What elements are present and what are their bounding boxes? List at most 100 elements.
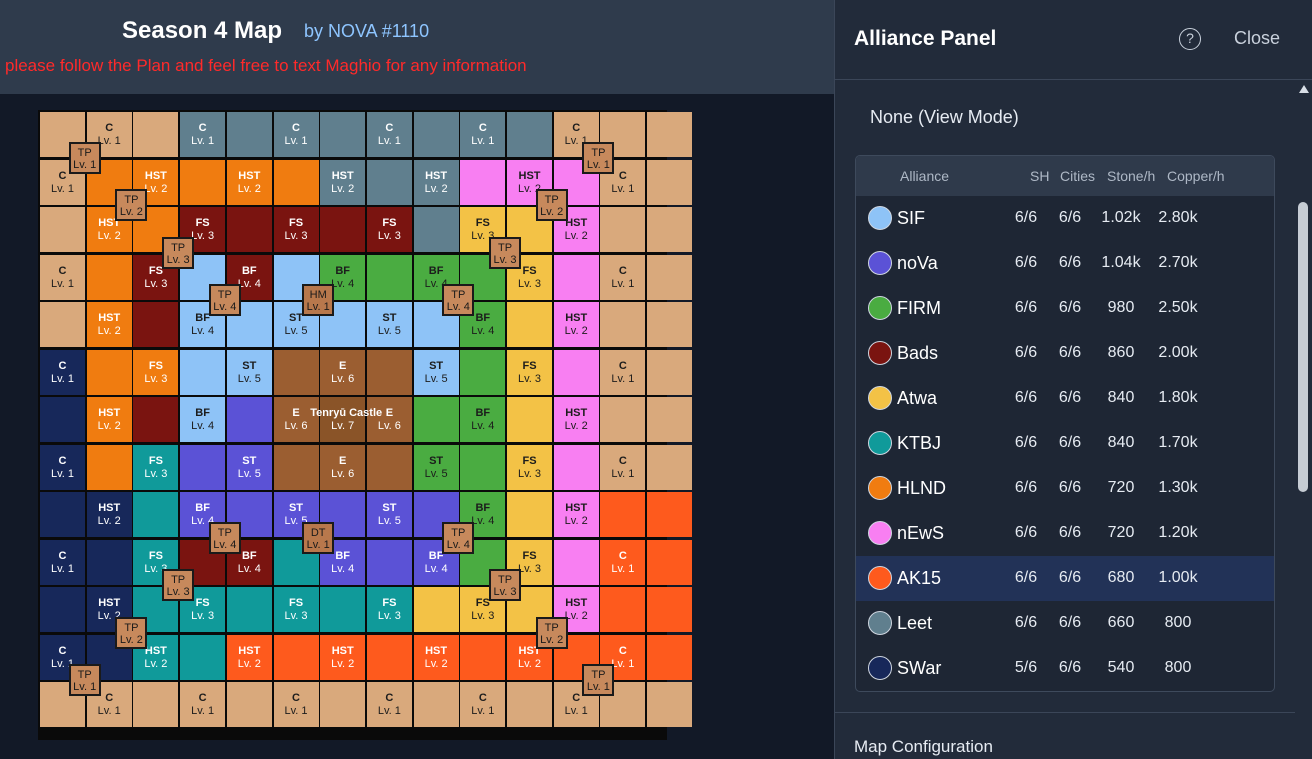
map-tile[interactable] [86, 397, 132, 443]
alliance-row[interactable]: Atwa 6/6 6/6 840 1.80k [856, 376, 1274, 421]
help-icon[interactable]: ? [1179, 28, 1201, 50]
map-tile[interactable] [226, 112, 272, 158]
map-tile[interactable] [460, 112, 506, 158]
map-tile[interactable] [460, 444, 506, 490]
map-tile[interactable] [226, 587, 272, 633]
map-tile[interactable] [647, 302, 693, 348]
map-tile[interactable] [40, 444, 85, 490]
alliance-row[interactable]: FIRM 6/6 6/6 980 2.50k [856, 286, 1274, 331]
scroll-up-icon[interactable] [1299, 85, 1309, 93]
season-map[interactable]: C Lv. 1 C Lv. 1 C Lv. 1 C Lv. 1 C Lv. 1 C Lv. 1 C Lv.… [38, 110, 693, 740]
map-tile[interactable] [413, 349, 459, 395]
map-tile[interactable] [40, 302, 85, 348]
map-marker-tp[interactable]: TP Lv. 2 [535, 189, 568, 221]
map-marker-tp[interactable]: TP Lv. 4 [442, 284, 475, 316]
map-tile[interactable] [40, 207, 85, 253]
map-tile[interactable] [273, 159, 319, 205]
map-tile[interactable] [460, 349, 506, 395]
map-tile[interactable] [180, 634, 226, 680]
map-tile[interactable] [600, 302, 646, 348]
map-tile[interactable] [413, 397, 459, 443]
map-tile[interactable] [133, 444, 179, 490]
map-tile[interactable] [133, 492, 179, 538]
map-tile[interactable] [507, 302, 552, 348]
map-tile[interactable] [366, 397, 412, 443]
col-cities[interactable]: Cities [1060, 168, 1096, 184]
map-tile[interactable] [180, 112, 226, 158]
map-tile[interactable] [133, 682, 179, 728]
map-tile[interactable] [86, 444, 132, 490]
panel-scrollbar[interactable] [1296, 82, 1312, 759]
map-tile[interactable] [600, 397, 646, 443]
map-tile[interactable] [40, 254, 85, 300]
map-tile[interactable] [320, 159, 366, 205]
map-tile[interactable] [366, 539, 412, 585]
map-tile[interactable] [180, 349, 226, 395]
map-tile[interactable] [647, 254, 693, 300]
map-tile[interactable] [273, 634, 319, 680]
map-tile[interactable] [647, 444, 693, 490]
map-tile[interactable] [366, 587, 412, 633]
alliance-row[interactable]: SIF 6/6 6/6 1.02k 2.80k [856, 196, 1274, 241]
map-tile[interactable] [553, 349, 599, 395]
map-tile[interactable] [507, 112, 552, 158]
map-tile[interactable] [40, 587, 85, 633]
map-marker-tp[interactable]: TP Lv. 2 [115, 616, 148, 649]
map-tile[interactable] [180, 444, 226, 490]
map-tile[interactable] [460, 682, 506, 728]
map-tile[interactable] [647, 634, 693, 680]
map-tile[interactable] [647, 349, 693, 395]
map-tile[interactable] [553, 539, 599, 585]
map-tile[interactable] [226, 349, 272, 395]
map-tile[interactable] [86, 539, 132, 585]
col-alliance[interactable]: Alliance [900, 168, 950, 184]
col-copper[interactable]: Copper/h [1167, 168, 1225, 184]
map-tile[interactable] [647, 539, 693, 585]
map-marker-tp[interactable]: TP Lv. 3 [162, 236, 195, 269]
map-tile[interactable] [366, 444, 412, 490]
alliance-row[interactable]: KTBJ 6/6 6/6 840 1.70k [856, 421, 1274, 466]
alliance-row[interactable]: HLND 6/6 6/6 720 1.30k [856, 466, 1274, 511]
map-tile[interactable] [507, 397, 552, 443]
map-tile[interactable] [647, 397, 693, 443]
map-tile[interactable] [86, 302, 132, 348]
map-tile[interactable] [507, 444, 552, 490]
map-tile[interactable] [366, 492, 412, 538]
map-tile[interactable] [180, 397, 226, 443]
map-marker-dt[interactable]: DT Lv. 1 [302, 521, 335, 554]
map-tile[interactable] [366, 112, 412, 158]
map-tile[interactable] [647, 587, 693, 633]
map-tile[interactable] [413, 682, 459, 728]
map-marker-tp[interactable]: TP Lv. 1 [68, 664, 101, 696]
map-tile[interactable] [366, 207, 412, 253]
map-marker-tp[interactable]: TP Lv. 1 [68, 141, 101, 174]
map-tile[interactable] [647, 682, 693, 728]
map-tile[interactable] [133, 349, 179, 395]
map-tile[interactable] [320, 207, 366, 253]
alliance-row[interactable]: Bads 6/6 6/6 860 2.00k [856, 331, 1274, 376]
mode-selector[interactable]: None (View Mode) [870, 107, 1019, 127]
map-tile[interactable] [273, 682, 319, 728]
col-sh[interactable]: SH [1030, 168, 1050, 184]
map-tile[interactable] [553, 444, 599, 490]
map-tile[interactable] [366, 349, 412, 395]
map-tile[interactable] [413, 444, 459, 490]
map-tile[interactable] [507, 349, 552, 395]
map-marker-tp[interactable]: TP Lv. 3 [489, 236, 521, 269]
map-tile[interactable] [413, 634, 459, 680]
map-marker-tp[interactable]: TP Lv. 2 [115, 189, 148, 221]
map-tile[interactable] [226, 634, 272, 680]
map-tile[interactable] [40, 492, 85, 538]
map-tile[interactable] [366, 682, 412, 728]
map-tile[interactable] [366, 254, 412, 300]
map-tile[interactable] [226, 682, 272, 728]
alliance-row[interactable]: noVa 6/6 6/6 1.04k 2.70k [856, 241, 1274, 286]
map-tile[interactable] [647, 159, 693, 205]
map-tile[interactable] [320, 397, 366, 443]
map-tile[interactable] [40, 397, 85, 443]
map-tile[interactable] [273, 112, 319, 158]
map-tile[interactable] [460, 159, 506, 205]
map-marker-tp[interactable]: TP Lv. 3 [162, 569, 195, 601]
map-marker-tp[interactable]: TP Lv. 1 [582, 664, 615, 696]
map-tile[interactable] [226, 207, 272, 253]
